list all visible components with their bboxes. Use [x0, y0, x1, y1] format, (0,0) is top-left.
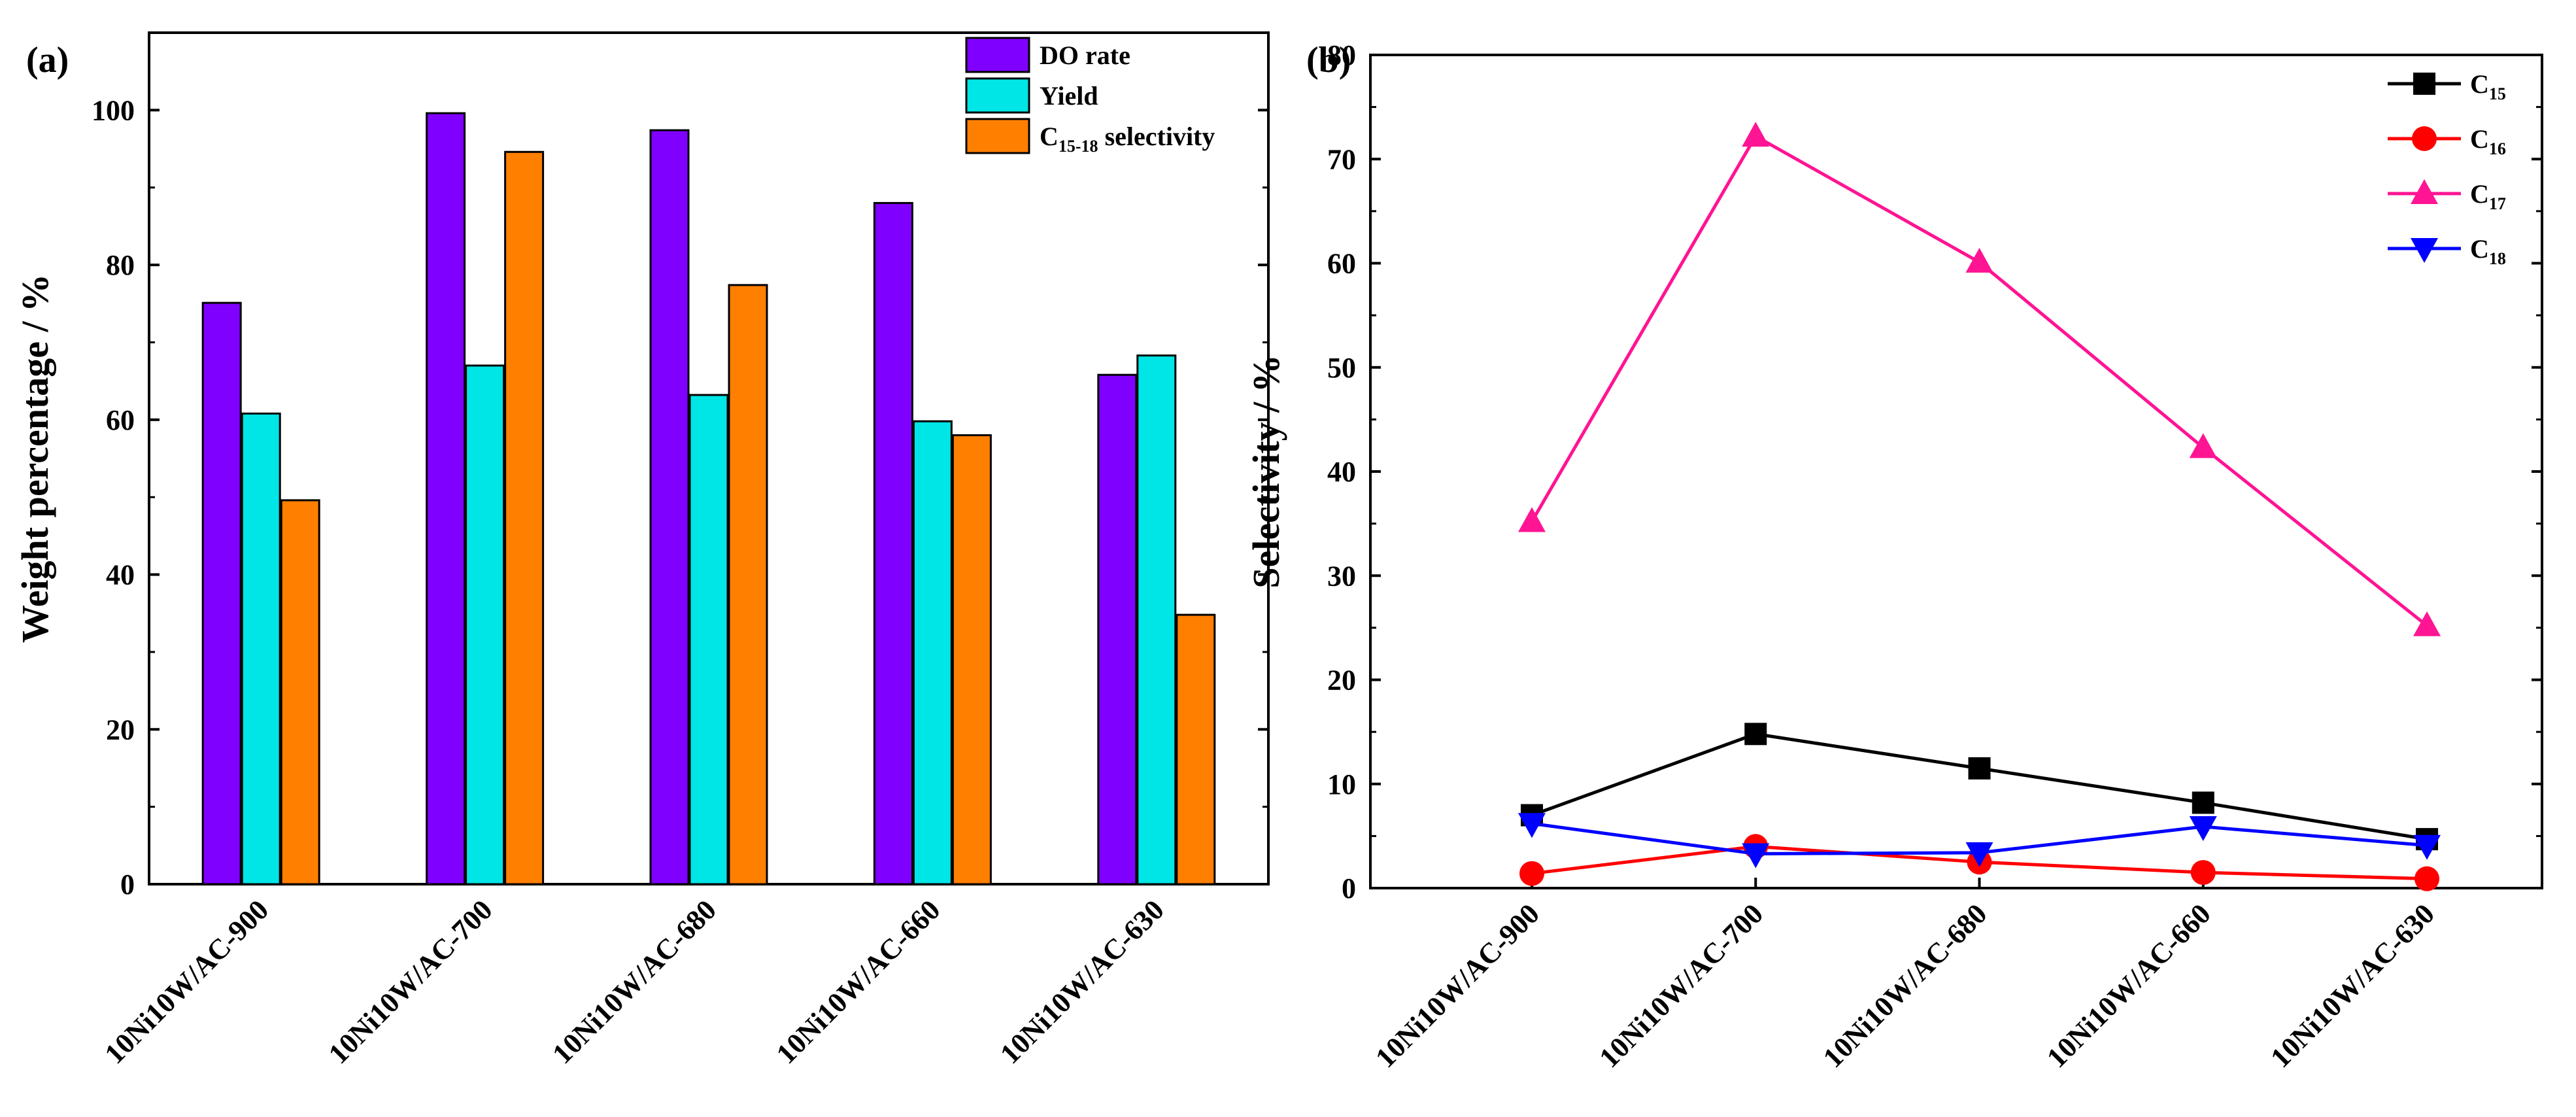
x-tick-label-10ni10w-ac-900: 10Ni10W/AC-900 — [1369, 897, 1546, 1074]
x-tick-label-10ni10w-ac-700: 10Ni10W/AC-700 — [322, 893, 499, 1070]
bar-do-rate-10ni10w-ac-680 — [649, 129, 690, 885]
legend-marker-c17 — [2411, 179, 2438, 204]
legend-marker-c15 — [2413, 73, 2435, 95]
y-tick-label: 60 — [1327, 248, 1356, 280]
y-tick-label: 30 — [1327, 560, 1356, 592]
legend-label-c17: C17 — [2470, 179, 2506, 213]
legend-swatch-do-rate — [965, 37, 1030, 73]
legend-swatch-yield — [965, 77, 1030, 114]
point-c17-10ni10w-ac-630 — [2413, 611, 2441, 636]
bar-yield-10ni10w-ac-680 — [688, 394, 729, 885]
point-c17-10ni10w-ac-700 — [1742, 122, 1770, 147]
y-tick-label: 80 — [106, 249, 135, 281]
point-c17-10ni10w-ac-680 — [1965, 247, 1993, 273]
bar-c15-18-selectivity-10ni10w-ac-660 — [951, 434, 992, 885]
legend-marker-c16 — [2412, 126, 2437, 151]
y-tick-label: 40 — [1327, 456, 1356, 488]
bar-do-rate-10ni10w-ac-630 — [1097, 373, 1138, 885]
y-tick-label: 10 — [1327, 768, 1356, 800]
legend-label-subscript: 17 — [2489, 194, 2506, 213]
legend-label-tail: selectivity — [1098, 122, 1215, 151]
x-tick-label-10ni10w-ac-660: 10Ni10W/AC-660 — [770, 893, 947, 1070]
bar-c15-18-selectivity-10ni10w-ac-900 — [280, 499, 320, 885]
panel-b-line-chart: 0 10 20 30 40 50 60 70 80 10Ni10W/AC-900 10Ni10W/A… — [1245, 39, 2543, 1074]
legend-label-subscript: 18 — [2489, 249, 2506, 268]
x-tick-label-10ni10w-ac-660: 10Ni10W/AC-660 — [2041, 897, 2217, 1074]
point-c18-10ni10w-ac-660 — [2189, 816, 2217, 842]
bar-yield-10ni10w-ac-900 — [241, 412, 281, 885]
bar-do-rate-10ni10w-ac-700 — [426, 112, 466, 885]
legend-label-c18: C18 — [2470, 234, 2506, 268]
y-tick-label: 40 — [106, 559, 135, 591]
series-line-c15 — [1531, 732, 2428, 841]
bar-yield-10ni10w-ac-630 — [1136, 354, 1177, 885]
y-axis-title: Selectivity / % — [1245, 354, 1287, 589]
point-c15-10ni10w-ac-660 — [2192, 791, 2214, 814]
x-tick-label-10ni10w-ac-630: 10Ni10W/AC-630 — [994, 893, 1170, 1070]
panel-label: (a) — [26, 40, 69, 80]
y-tick-label: 100 — [92, 94, 135, 126]
bar-c15-18-selectivity-10ni10w-ac-630 — [1176, 613, 1216, 885]
panel-label: (b) — [1306, 40, 1351, 80]
legend-label-subscript: 15-18 — [1059, 137, 1098, 156]
point-c16-10ni10w-ac-660 — [2190, 860, 2216, 885]
point-c15-10ni10w-ac-700 — [1744, 723, 1767, 746]
point-c18-10ni10w-ac-700 — [1742, 843, 1770, 868]
legend-label-main: DO rate — [1040, 41, 1130, 70]
bar-c15-18-selectivity-10ni10w-ac-680 — [728, 284, 768, 885]
legend-label-yield: Yield — [1040, 81, 1098, 111]
point-c16-10ni10w-ac-900 — [1519, 861, 1544, 886]
legend-label-main: C — [2470, 179, 2489, 209]
point-c15-10ni10w-ac-680 — [1968, 757, 1991, 780]
legend-swatch-c15-18-selectivity — [965, 118, 1030, 154]
legend-label-main: C — [2470, 124, 2489, 154]
legend-label-c15-18-selectivity: C15-18 selectivity — [1040, 122, 1215, 156]
y-tick-label: 80 — [1327, 39, 1356, 71]
x-tick-label-10ni10w-ac-900: 10Ni10W/AC-900 — [99, 893, 275, 1070]
bar-do-rate-10ni10w-ac-900 — [201, 301, 242, 885]
point-c16-10ni10w-ac-630 — [2415, 866, 2439, 891]
y-axis-title: Weight percentage / % — [14, 274, 56, 643]
bar-c15-18-selectivity-10ni10w-ac-700 — [504, 150, 545, 885]
x-tick-label-10ni10w-ac-700: 10Ni10W/AC-700 — [1593, 897, 1770, 1074]
bar-do-rate-10ni10w-ac-660 — [873, 201, 913, 885]
y-tick-label: 70 — [1327, 143, 1356, 175]
legend-label-main: C — [1040, 122, 1059, 151]
legend-label-main: Yield — [1040, 81, 1098, 111]
x-tick-label-10ni10w-ac-680: 10Ni10W/AC-680 — [546, 893, 722, 1070]
y-tick-label: 0 — [120, 868, 135, 901]
y-tick-label: 60 — [106, 404, 135, 436]
x-tick-label-10ni10w-ac-680: 10Ni10W/AC-680 — [1817, 897, 1993, 1074]
legend-label-do-rate: DO rate — [1040, 41, 1130, 70]
legend-label-c16: C16 — [2470, 124, 2506, 158]
point-c18-10ni10w-ac-900 — [1518, 813, 1546, 838]
point-c18-10ni10w-ac-680 — [1965, 842, 1993, 867]
y-tick-label: 20 — [1327, 664, 1356, 696]
panel-a-bar-chart: 0 20 40 60 80 100 10Ni10W/AC-900 10Ni10W/AC-700… — [14, 31, 1270, 1070]
y-tick-label: 50 — [1327, 352, 1356, 384]
y-tick-label: 0 — [1342, 872, 1356, 904]
bar-yield-10ni10w-ac-700 — [465, 364, 505, 885]
y-tick-label: 20 — [106, 713, 135, 746]
point-c17-10ni10w-ac-660 — [2189, 433, 2217, 458]
legend-label-c15: C15 — [2470, 69, 2506, 103]
point-c18-10ni10w-ac-630 — [2413, 834, 2441, 860]
legend-label-main: C — [2470, 234, 2489, 264]
legend-label-subscript: 16 — [2489, 139, 2506, 158]
point-c17-10ni10w-ac-900 — [1518, 507, 1546, 532]
x-tick-label-10ni10w-ac-630: 10Ni10W/AC-630 — [2264, 897, 2441, 1074]
bar-yield-10ni10w-ac-660 — [912, 420, 953, 885]
series-line-c17 — [1530, 133, 2428, 627]
legend-label-subscript: 15 — [2489, 84, 2506, 103]
legend-marker-c18 — [2411, 238, 2438, 263]
legend-label-main: C — [2470, 69, 2489, 99]
